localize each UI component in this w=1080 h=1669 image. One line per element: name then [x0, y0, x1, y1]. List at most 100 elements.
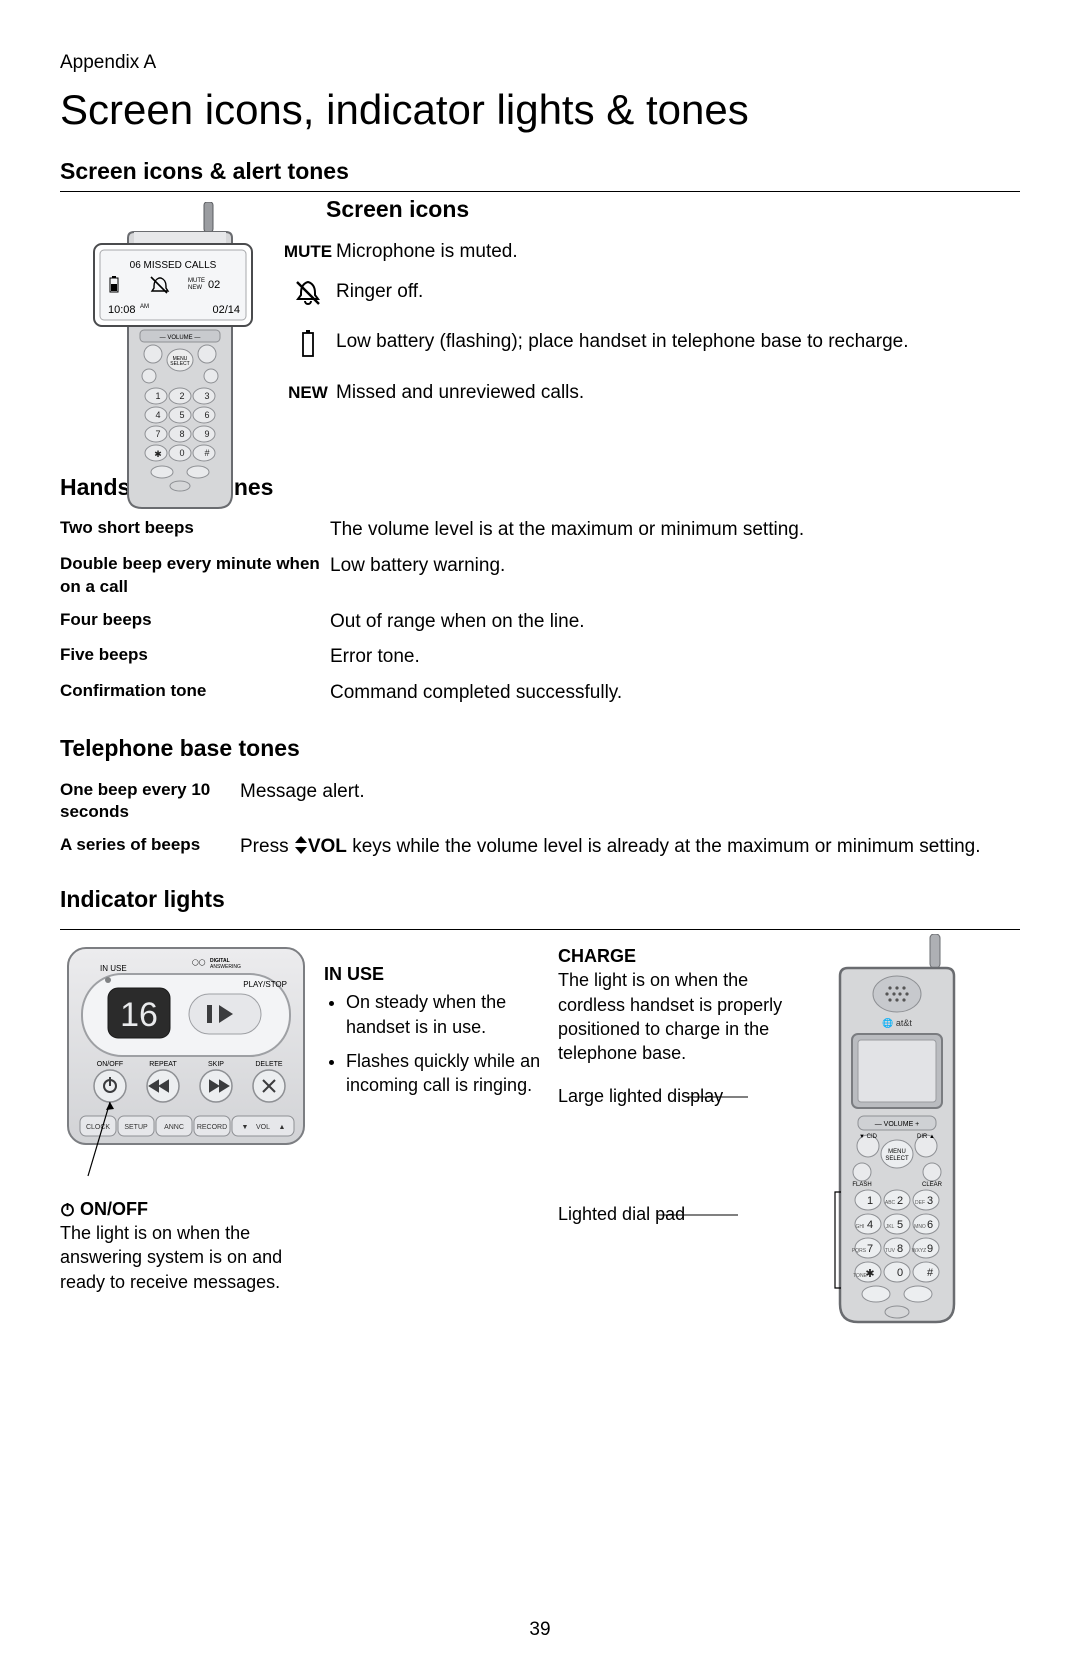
vol-icon: [294, 836, 308, 862]
table-row: Five beepsError tone.: [60, 644, 1020, 670]
rule-2: [60, 929, 1020, 930]
svg-text:06 MISSED CALLS: 06 MISSED CALLS: [130, 260, 217, 271]
svg-text:4: 4: [155, 410, 160, 420]
onoff-desc: The light is on when the answering syste…: [60, 1221, 310, 1294]
svg-text:GHI: GHI: [856, 1224, 865, 1230]
charge-title: CHARGE: [558, 946, 636, 966]
svg-text:7: 7: [155, 429, 160, 439]
svg-text:DELETE: DELETE: [255, 1061, 283, 1068]
base-tones-table: One beep every 10 secondsMessage alert. …: [60, 779, 1020, 863]
svg-text:IN USE: IN USE: [100, 964, 127, 973]
tone-desc: The volume level is at the maximum or mi…: [330, 517, 1020, 543]
new-desc: Missed and unreviewed calls.: [336, 380, 1020, 406]
in-use-b1: On steady when the handset is in use.: [346, 990, 544, 1039]
svg-text:5: 5: [897, 1219, 903, 1231]
in-use-b2: Flashes quickly while an incoming call i…: [346, 1049, 544, 1098]
svg-text:2: 2: [179, 391, 184, 401]
desc-pre: Press: [240, 836, 294, 857]
handset-top-illustration: 06 MISSED CALLS MUTE NEW 02 10:08 AM 02/…: [90, 202, 270, 520]
svg-text:FLASH: FLASH: [852, 1182, 871, 1188]
desc-post: keys while the volume level is already a…: [347, 836, 981, 857]
svg-text:DIR ▲: DIR ▲: [917, 1134, 935, 1140]
svg-text:ABC: ABC: [885, 1200, 896, 1206]
in-use-title: IN USE: [324, 964, 384, 984]
svg-text:MUTE: MUTE: [188, 278, 205, 284]
svg-text:2: 2: [897, 1195, 903, 1207]
svg-text:9: 9: [204, 429, 209, 439]
new-icon: NEW: [280, 380, 336, 406]
svg-text:VOL: VOL: [256, 1124, 270, 1131]
table-row: A series of beeps Press VOL keys while t…: [60, 834, 1020, 862]
base-unit-illustration: IN USE PLAY/STOP 16 ON/OFF RE: [60, 944, 310, 1187]
svg-text:TUV: TUV: [885, 1248, 896, 1254]
bell-off-icon: [280, 279, 336, 315]
svg-text:3: 3: [927, 1195, 933, 1207]
base-tones-title: Telephone base tones: [60, 733, 1020, 764]
rule-1: [60, 191, 1020, 192]
svg-text:REPEAT: REPEAT: [149, 1061, 177, 1068]
svg-text:SELECT: SELECT: [885, 1156, 909, 1162]
table-row: Confirmation toneCommand completed succe…: [60, 680, 1020, 706]
svg-text:1: 1: [155, 391, 160, 401]
mute-icon: MUTE: [280, 239, 336, 265]
tone-desc: Command completed successfully.: [330, 680, 1020, 706]
svg-text:02/14: 02/14: [212, 304, 240, 316]
svg-text:1: 1: [867, 1195, 873, 1207]
svg-text:ANNC: ANNC: [164, 1124, 184, 1131]
svg-text:ON/OFF: ON/OFF: [97, 1061, 123, 1068]
svg-text:02: 02: [208, 279, 220, 291]
svg-text:3: 3: [204, 391, 209, 401]
svg-text:#: #: [204, 448, 209, 458]
svg-text:▲: ▲: [279, 1124, 286, 1131]
onoff-block: ON/OFF The light is on when the answerin…: [60, 1197, 310, 1294]
svg-text:8: 8: [897, 1243, 903, 1255]
battery-icon: [280, 329, 336, 367]
page-title: Screen icons, indicator lights & tones: [60, 82, 1020, 139]
icon-row-new: NEW Missed and unreviewed calls.: [280, 380, 1020, 406]
table-row: Double beep every minute when on a callL…: [60, 553, 1020, 599]
svg-text:5: 5: [179, 410, 184, 420]
svg-text:8: 8: [179, 429, 184, 439]
handset-tones-table: Two short beepsThe volume level is at th…: [60, 517, 1020, 705]
svg-text:SELECT: SELECT: [170, 361, 189, 367]
battery-desc: Low battery (flashing); place handset in…: [336, 329, 1020, 355]
tone-label: Double beep every minute when on a call: [60, 553, 330, 599]
svg-text:— VOLUME —: — VOLUME —: [160, 335, 201, 341]
vol-label: VOL: [308, 836, 347, 857]
svg-text:— VOLUME +: — VOLUME +: [875, 1121, 920, 1128]
tone-label: One beep every 10 seconds: [60, 779, 240, 825]
svg-text:SKIP: SKIP: [208, 1061, 224, 1068]
tone-desc: Press VOL keys while the volume level is…: [240, 834, 1020, 862]
svg-text:SETUP: SETUP: [124, 1124, 148, 1131]
svg-text:6: 6: [927, 1219, 933, 1231]
mute-desc: Microphone is muted.: [336, 239, 1020, 265]
ringer-off-desc: Ringer off.: [336, 279, 1020, 305]
table-row: One beep every 10 secondsMessage alert.: [60, 779, 1020, 825]
svg-text:TONE: TONE: [853, 1273, 867, 1279]
svg-text:MENU: MENU: [888, 1149, 906, 1155]
charge-block: CHARGE The light is on when the cordless…: [558, 944, 788, 1065]
in-use-block: IN USE On steady when the handset is in …: [324, 944, 544, 1107]
tone-label: A series of beeps: [60, 834, 240, 862]
svg-text:NEW: NEW: [188, 285, 202, 291]
svg-text:4: 4: [867, 1219, 873, 1231]
handset-illustration: 🌐 at&t — VOLUME + ▼ CID DIR ▲ MENU SELEC…: [812, 934, 982, 1334]
onoff-title: ON/OFF: [75, 1199, 148, 1219]
svg-text:◯◯: ◯◯: [192, 959, 206, 966]
tone-label: Confirmation tone: [60, 680, 330, 706]
icon-row-mute: MUTE Microphone is muted.: [280, 239, 1020, 265]
svg-text:16: 16: [120, 996, 158, 1034]
svg-text:10:08: 10:08: [108, 304, 136, 316]
section1-title: Screen icons & alert tones: [60, 156, 1020, 187]
tone-desc: Out of range when on the line.: [330, 609, 1020, 635]
tone-desc: Error tone.: [330, 644, 1020, 670]
dialpad-label: Lighted dial pad: [558, 1202, 798, 1226]
charge-desc: The light is on when the cordless handse…: [558, 968, 788, 1065]
svg-text:6: 6: [204, 410, 209, 420]
svg-text:JKL: JKL: [886, 1224, 895, 1230]
svg-text:ANSWERING: ANSWERING: [210, 964, 241, 970]
svg-text:RECORD: RECORD: [197, 1124, 227, 1131]
tone-label: Four beeps: [60, 609, 330, 635]
svg-text:🌐 at&t: 🌐 at&t: [882, 1017, 912, 1028]
svg-text:0: 0: [179, 448, 184, 458]
